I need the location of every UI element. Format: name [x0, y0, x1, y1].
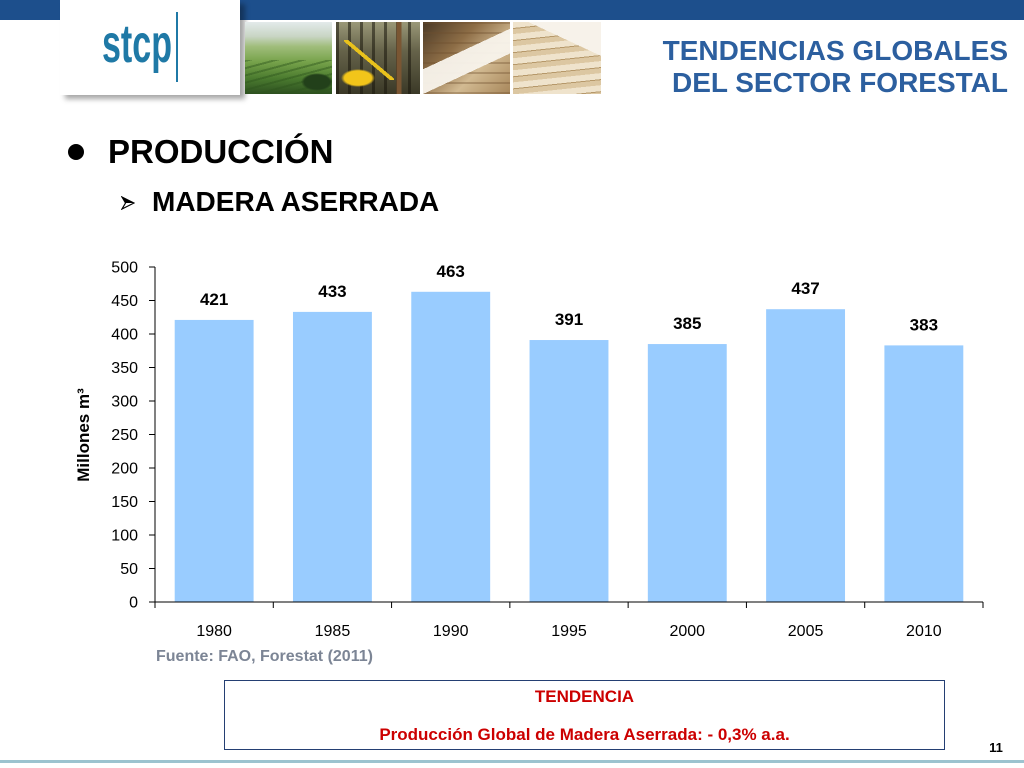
x-tick-label: 2000 — [669, 623, 705, 640]
slide-title-line-2: DEL SECTOR FORESTAL — [671, 67, 1008, 98]
slide-title: TENDENCIAS GLOBALES DEL SECTOR FORESTAL — [568, 35, 1008, 99]
data-label: 385 — [673, 314, 701, 333]
y-tick-label: 200 — [111, 461, 138, 478]
data-label: 421 — [200, 290, 228, 309]
page-number: 11 — [989, 740, 1003, 755]
y-tick-label: 450 — [111, 293, 138, 310]
y-tick-label: 500 — [111, 260, 138, 277]
bar-2005 — [766, 309, 846, 602]
trend-text: Producción Global de Madera Aserrada: - … — [379, 725, 790, 744]
forest-photo — [245, 22, 332, 94]
arrow-bullet-svg — [121, 196, 135, 210]
data-label: 437 — [791, 279, 819, 298]
x-tick-label: 1985 — [315, 623, 351, 640]
x-tick-label: 2005 — [788, 623, 824, 640]
y-tick-label: 100 — [111, 528, 138, 545]
x-tick-label: 2010 — [906, 623, 942, 640]
y-tick-label: 350 — [111, 360, 138, 377]
data-label: 433 — [318, 282, 346, 301]
bar-1990 — [411, 291, 491, 602]
header-photo-strip — [245, 22, 601, 94]
x-tick-label: 1995 — [551, 623, 587, 640]
chart-source-note: Fuente: FAO, Forestat (2011) — [156, 648, 373, 665]
y-tick-label: 150 — [111, 494, 138, 511]
x-tick-label: 1990 — [433, 623, 469, 640]
y-tick-label: 250 — [111, 427, 138, 444]
bar-chart: 0 50 100 150 200 250 300 350 400 450 500 421 1980 433… — [74, 260, 984, 640]
bar-1985 — [292, 311, 372, 602]
arrow-bullet-icon — [121, 196, 135, 210]
harvester-photo — [336, 22, 420, 94]
trend-heading: TENDENCIA — [534, 687, 635, 706]
y-axis-title: Millones m³ — [74, 388, 93, 482]
trend-box: TENDENCIA Producción Global de Madera As… — [224, 680, 945, 750]
wood-panels-photo — [513, 22, 601, 94]
sub-bullet-heading: MADERA ASERRADA — [152, 186, 440, 217]
bar-2010 — [884, 345, 964, 602]
data-label: 391 — [555, 310, 583, 329]
footer-rule — [0, 760, 1024, 763]
bullet-heading: PRODUCCIÓN — [108, 133, 334, 170]
y-tick-label: 400 — [111, 327, 138, 344]
sawmill-photo — [423, 22, 510, 94]
y-tick-label: 50 — [120, 561, 138, 578]
header-band — [0, 0, 1024, 20]
bullet-dot-icon — [68, 144, 84, 160]
stcp-logo: stcp — [102, 12, 178, 82]
bar-2000 — [647, 344, 727, 602]
bar-1995 — [529, 340, 609, 602]
slide-title-line-1: TENDENCIAS GLOBALES — [662, 35, 1008, 66]
y-tick-label: 0 — [129, 595, 138, 612]
arrow-shade — [122, 197, 134, 203]
x-tick-label: 1980 — [196, 623, 232, 640]
bar-1980 — [174, 319, 254, 602]
data-label: 463 — [437, 262, 465, 281]
data-label: 383 — [910, 315, 938, 334]
y-tick-label: 300 — [111, 394, 138, 411]
logo-lettering: stcp — [102, 14, 172, 74]
logo-card: stcp — [60, 0, 240, 95]
